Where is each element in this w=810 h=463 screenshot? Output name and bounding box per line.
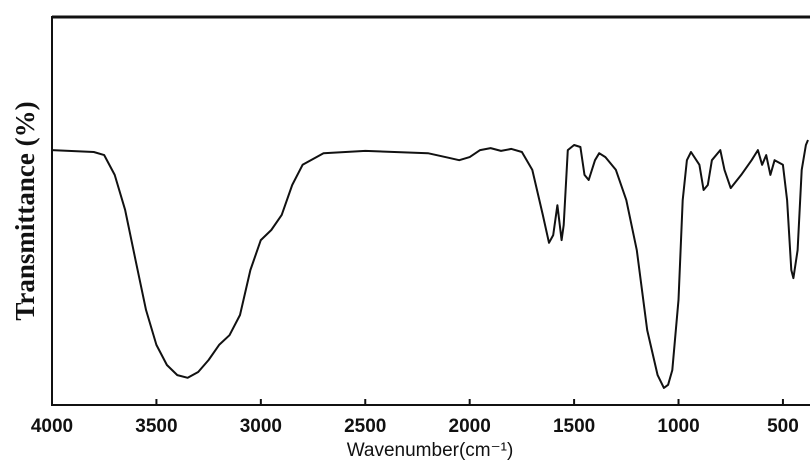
x-tick-label: 1500 (553, 416, 595, 437)
x-tick-label: 3500 (135, 416, 177, 437)
y-axis-label: Transmittance (%) (10, 101, 40, 320)
x-tick-label: 2000 (449, 416, 491, 437)
x-axis-label: Wavenumber(cm⁻¹) (347, 440, 514, 461)
spectrum-line (51, 139, 809, 389)
x-tick-label: 500 (767, 416, 799, 437)
x-tick-label: 1000 (657, 416, 699, 437)
x-tick-label: 2500 (344, 416, 386, 437)
x-tick-label: 4000 (31, 416, 73, 437)
x-tick-label: 3000 (240, 416, 282, 437)
